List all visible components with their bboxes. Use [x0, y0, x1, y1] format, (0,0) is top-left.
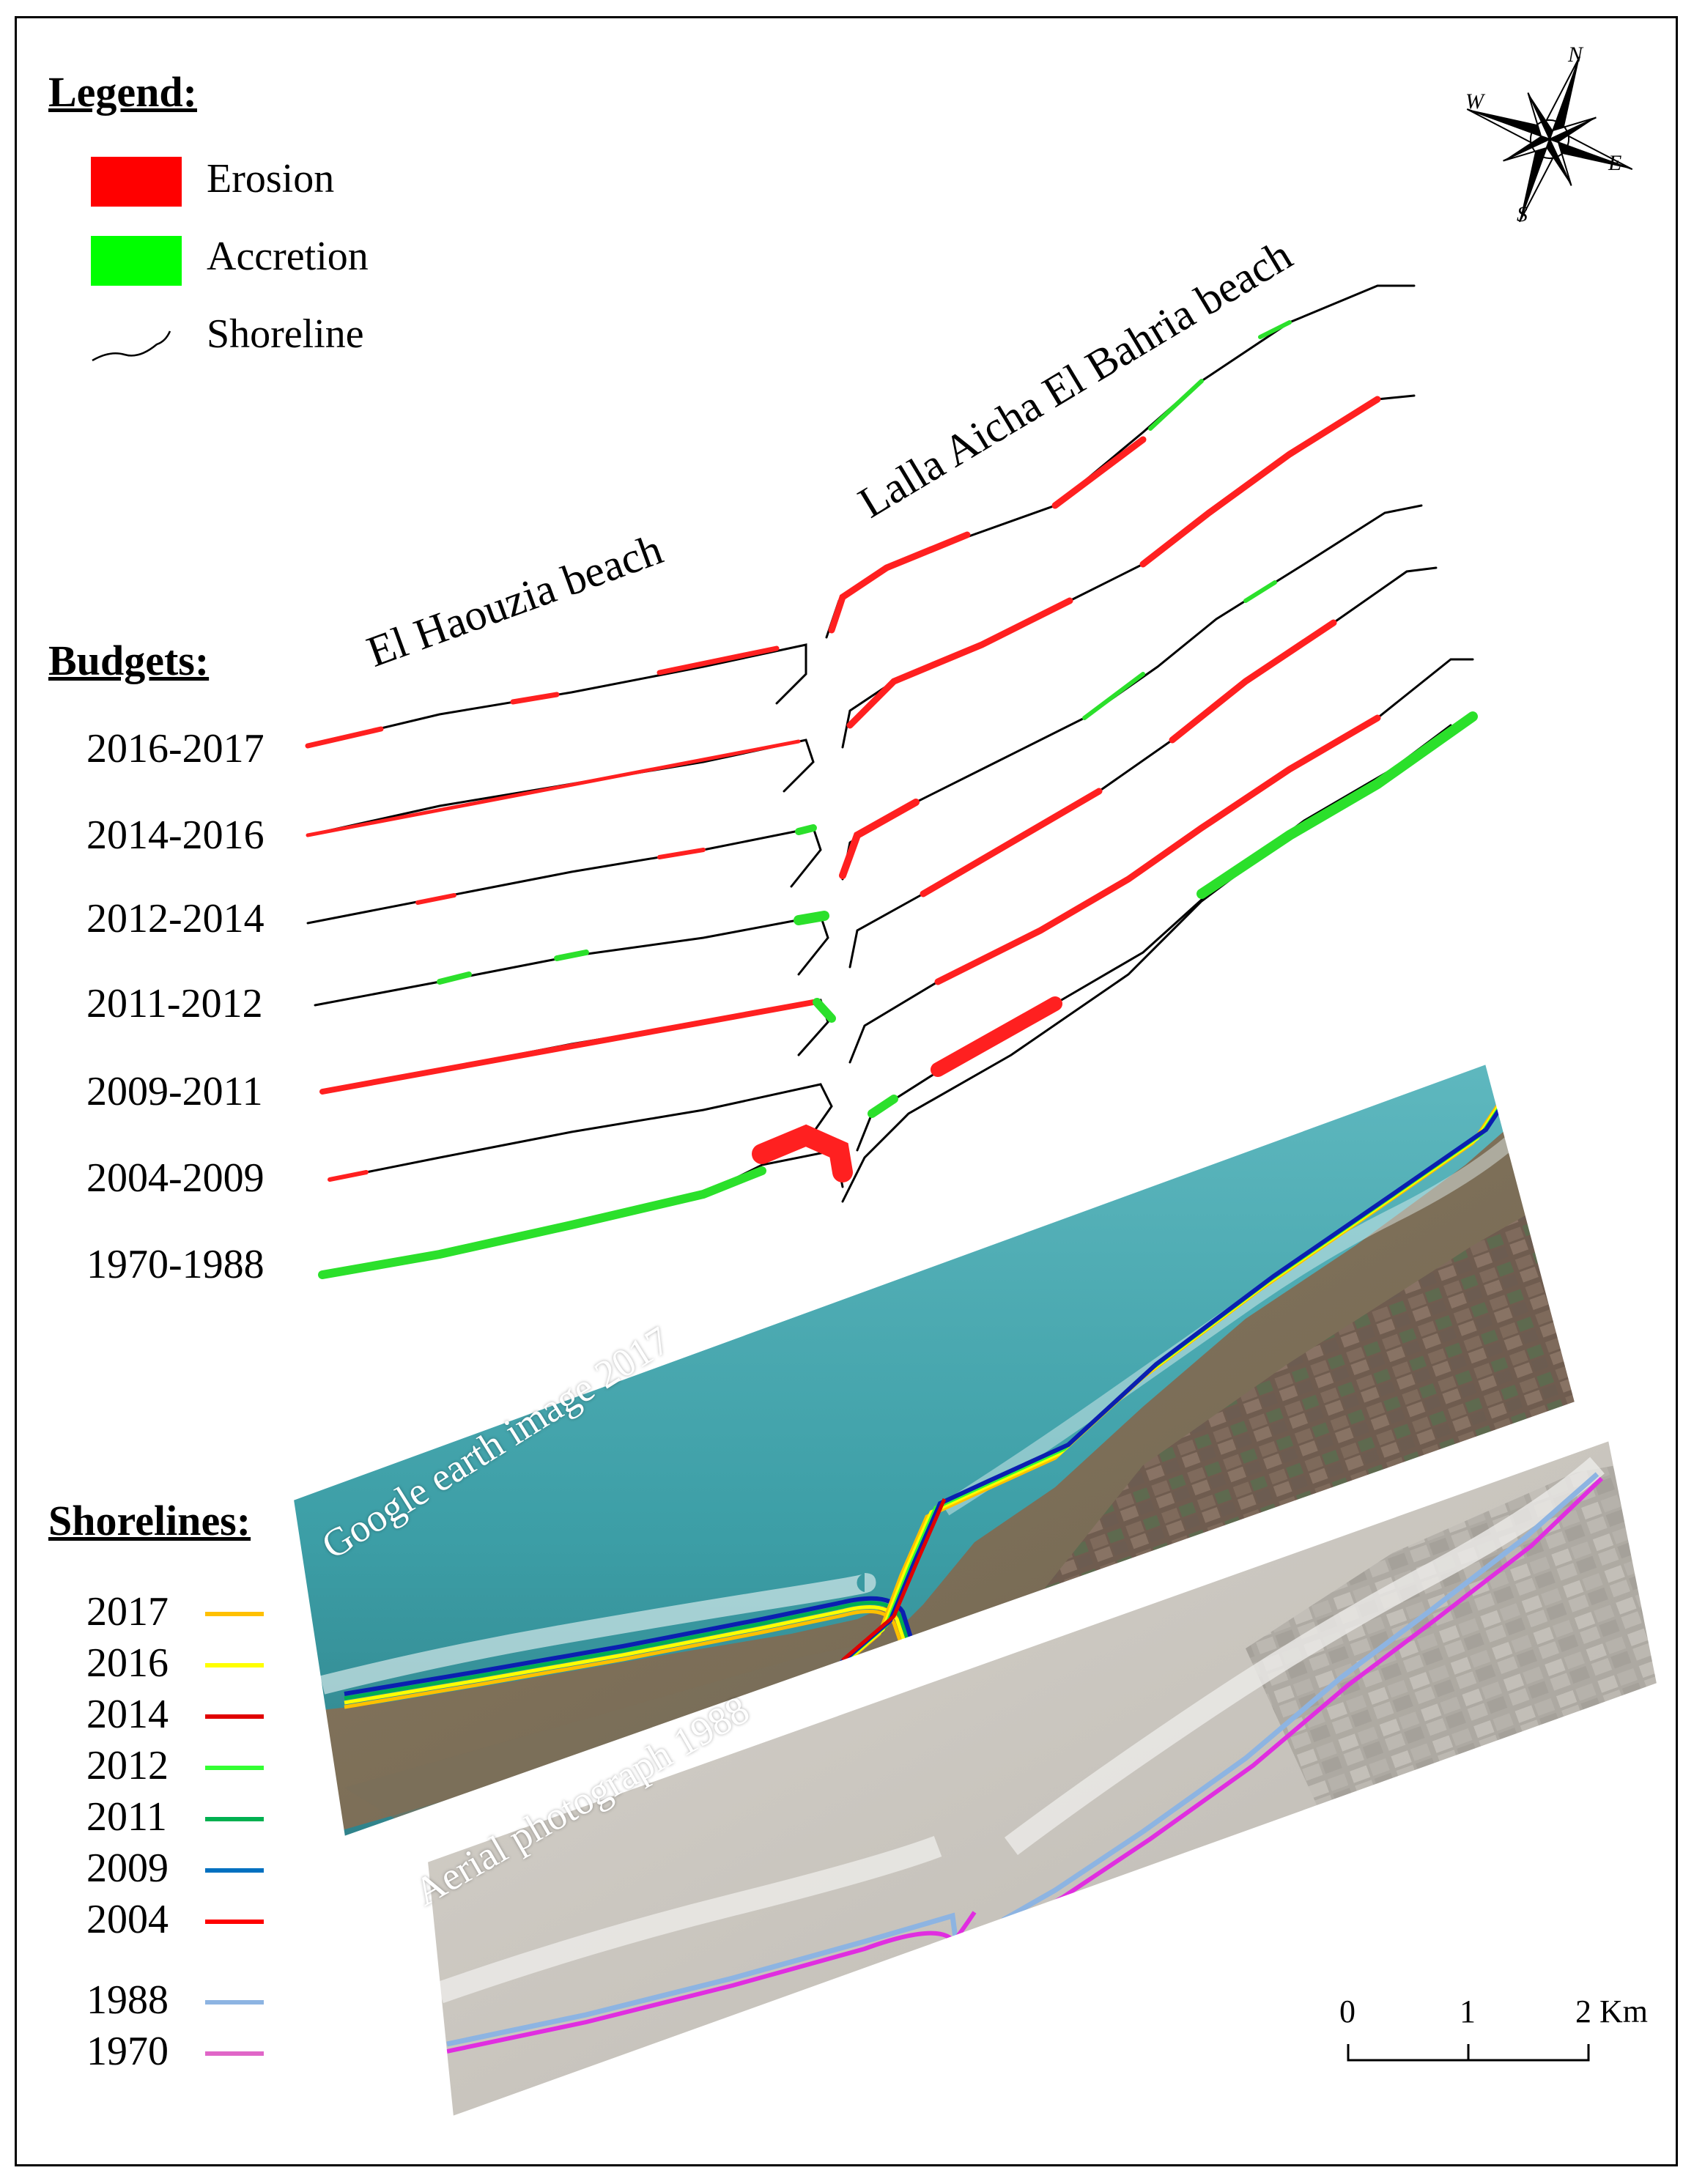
scale-bar	[1347, 2044, 1590, 2062]
shoreline-year-label: 2014	[86, 1692, 169, 1737]
profile-2011-2012-east	[848, 566, 1438, 969]
shoreline-year-label: 2016	[86, 1640, 169, 1686]
profile-2016-2017-west	[306, 643, 807, 747]
shoreline-year-label: 2017	[86, 1589, 169, 1635]
budget-label: 2012-2014	[86, 896, 265, 941]
profile-2004-2009-east	[856, 724, 1452, 1152]
profile-2012-2014-west	[306, 826, 822, 925]
compass-s: S	[1517, 202, 1528, 226]
shoreline-year-label: 2009	[86, 1846, 169, 1891]
shoreline-year-label: 1970	[86, 2029, 169, 2074]
shorelines-heading: Shorelines:	[48, 1497, 251, 1544]
shoreline-swatches	[205, 1612, 264, 2056]
legend-erosion-label: Erosion	[207, 156, 335, 201]
shoreline-year-label: 2012	[86, 1743, 169, 1788]
budget-label: 2014-2016	[86, 812, 265, 858]
accretion-swatch	[91, 236, 182, 286]
shoreline-year-label: 1988	[86, 1977, 169, 2023]
budget-label: 2016-2017	[86, 726, 265, 771]
compass-n: N	[1567, 42, 1584, 67]
shoreline-year-label: 2011	[86, 1794, 167, 1840]
legend-accretion-label: Accretion	[207, 234, 369, 279]
budget-label: 2009-2011	[86, 1069, 263, 1114]
compass-e: E	[1608, 151, 1621, 175]
erosion-swatch	[91, 157, 182, 207]
scale-label-2: 2 Km	[1575, 1994, 1648, 2029]
budget-profiles	[305, 284, 1478, 1279]
legend-heading: Legend:	[48, 68, 197, 116]
profile-2011-2012-west	[314, 914, 829, 1007]
compass-rose	[1466, 56, 1633, 223]
budgets-heading: Budgets:	[48, 637, 210, 684]
scale-label-1: 1	[1460, 1994, 1476, 2029]
profile-2004-2009-west	[328, 1083, 833, 1181]
budget-label: 2011-2012	[86, 981, 263, 1026]
shoreline-line-icon	[92, 330, 171, 362]
compass-w: W	[1465, 89, 1486, 114]
profile-2012-2014-east	[841, 504, 1423, 881]
shoreline-year-label: 2004	[86, 1897, 169, 1942]
scale-label-0: 0	[1339, 1994, 1355, 2029]
legend-shoreline-label: Shoreline	[207, 311, 364, 357]
budget-label: 1970-1988	[86, 1242, 265, 1287]
profile-2014-2016-west	[306, 739, 815, 837]
budget-label: 2004-2009	[86, 1155, 265, 1201]
